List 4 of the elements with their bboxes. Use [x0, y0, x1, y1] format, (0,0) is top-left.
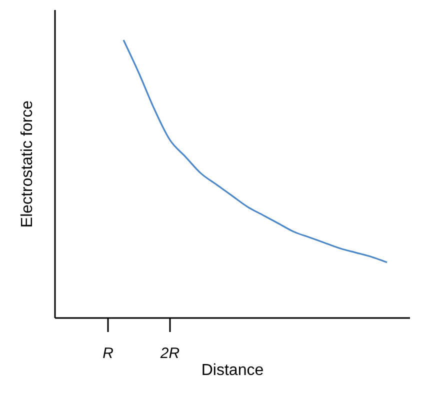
- x-tick-label: R: [102, 345, 114, 362]
- x-axis-title: Distance: [201, 362, 264, 379]
- y-axis-title: Electrostatic force: [19, 100, 36, 228]
- x-tick-label: 2R: [159, 345, 180, 362]
